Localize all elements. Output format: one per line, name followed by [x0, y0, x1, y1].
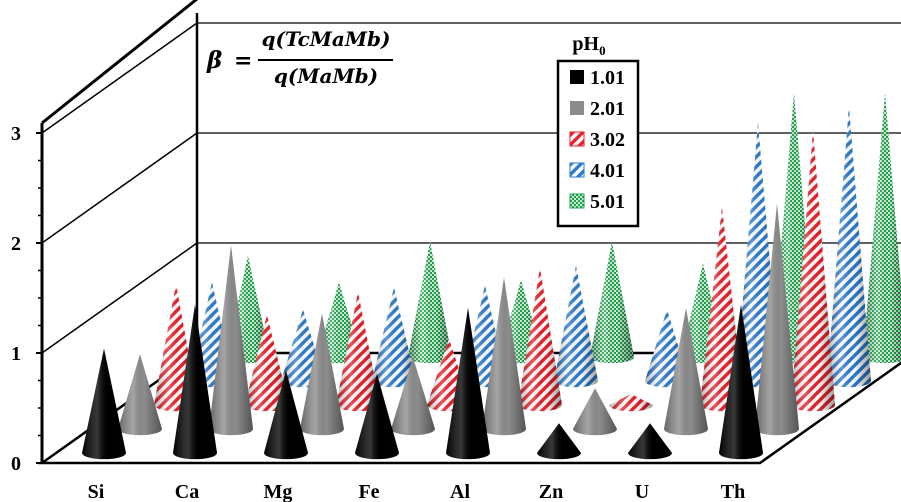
cone-shading [173, 304, 217, 460]
legend-title-main: pH [572, 33, 599, 55]
cone-shading [664, 308, 708, 436]
cone-al-1-01 [446, 307, 490, 460]
legend-items: 1.01 2.01 3.02 4.01 5.01 [569, 67, 625, 213]
cone-al-2-01 [482, 277, 526, 436]
y-tick-label: 0 [11, 453, 21, 475]
cone-shading [82, 348, 126, 460]
cone-shading [336, 291, 380, 412]
cone-mg-3-02 [336, 291, 380, 412]
cone-shading [827, 106, 871, 388]
cone-mg-1-01 [264, 370, 308, 460]
cone-shading [573, 388, 617, 436]
cone-mg-4-01 [372, 287, 416, 388]
equation-lhs: β [206, 47, 222, 74]
cone-shading [300, 313, 344, 436]
cone-shading [518, 267, 562, 412]
cone-shading [609, 394, 653, 412]
cone-u-1-01 [628, 423, 672, 460]
legend-swatch [570, 101, 584, 115]
cone-shading [719, 304, 763, 460]
cone-zn-2-01 [573, 388, 617, 436]
y-axis-ticks: 0 1 2 3 [11, 123, 42, 475]
legend-label: 5.01 [590, 191, 625, 213]
y-tick-label: 3 [11, 123, 21, 145]
cone-zn-3-02 [609, 394, 653, 412]
cone-shading [209, 245, 253, 436]
legend-label: 3.02 [590, 129, 625, 151]
side-gridline [41, 132, 198, 244]
x-tick-label: Zn [539, 481, 563, 502]
cone-al-5-01 [590, 241, 634, 364]
x-tick-label: Th [721, 481, 745, 502]
cone-mg-5-01 [408, 241, 452, 364]
cone-zn-1-01 [537, 423, 581, 460]
cone-u-2-01 [664, 308, 708, 436]
left-wall-top-edge [41, 0, 198, 125]
cone-shading [264, 370, 308, 460]
cone-th-3-02 [791, 130, 835, 412]
cone-shading [391, 357, 435, 436]
x-tick-label: Mg [264, 481, 293, 502]
legend-title: pH0 [572, 33, 605, 58]
cone-th-1-01 [719, 304, 763, 460]
cone-shading [446, 307, 490, 460]
cone-shading [118, 354, 162, 436]
cone-mg-2-01 [300, 313, 344, 436]
cone-shading [245, 314, 289, 412]
cone-si-2-01 [118, 354, 162, 436]
cones-layer [82, 93, 901, 460]
cone-th-4-01 [827, 106, 871, 388]
legend-swatch [569, 131, 585, 147]
y-tick-label: 2 [11, 233, 21, 255]
legend-label: 1.01 [590, 67, 625, 89]
cone-shading [408, 241, 452, 364]
cone-shading [863, 93, 901, 364]
x-tick-label: U [635, 481, 649, 502]
equation-numerator: q(TcMaMb) [262, 27, 391, 51]
cone-shading [590, 241, 634, 364]
cone-shading [482, 277, 526, 436]
x-axis-labels: Si Ca Mg Fe Al Zn U Th [88, 481, 746, 502]
legend-label: 2.01 [590, 98, 625, 120]
cone-ca-1-01 [173, 304, 217, 460]
cone-al-4-01 [554, 265, 598, 388]
legend-swatch [570, 70, 584, 84]
cone-shading [372, 287, 416, 388]
y-tick-label: 1 [11, 343, 21, 365]
cone-si-1-01 [82, 348, 126, 460]
equation-equals: = [234, 48, 252, 74]
cone-th-2-01 [755, 203, 799, 436]
x-tick-label: Ca [175, 481, 199, 502]
cone-ca-2-01 [209, 245, 253, 436]
side-gridline [41, 22, 198, 134]
cone-ca-3-02 [245, 314, 289, 412]
cone-th-5-01 [863, 93, 901, 364]
legend: pH0 1.01 2.01 3.02 4.01 5.01 [556, 33, 640, 228]
cone-shading [355, 373, 399, 460]
cone-al-3-02 [518, 267, 562, 412]
legend-swatch [569, 193, 585, 209]
legend-swatch [569, 162, 585, 178]
side-gridline [41, 242, 198, 354]
legend-title-subscript: 0 [599, 43, 606, 58]
cone-shading [628, 423, 672, 460]
cone-shading [537, 423, 581, 460]
x-tick-label: Al [450, 481, 470, 502]
cone-fe-1-01 [355, 373, 399, 460]
equation-denominator: q(MaMb) [274, 64, 378, 88]
cone-shading [755, 203, 799, 436]
beta-equation: β = q(TcMaMb) q(MaMb) [206, 27, 393, 88]
cone-shading [791, 130, 835, 412]
x-tick-label: Si [88, 481, 105, 502]
cone-fe-2-01 [391, 357, 435, 436]
x-tick-label: Fe [358, 481, 379, 502]
cone-shading [554, 265, 598, 388]
legend-label: 4.01 [590, 160, 625, 182]
